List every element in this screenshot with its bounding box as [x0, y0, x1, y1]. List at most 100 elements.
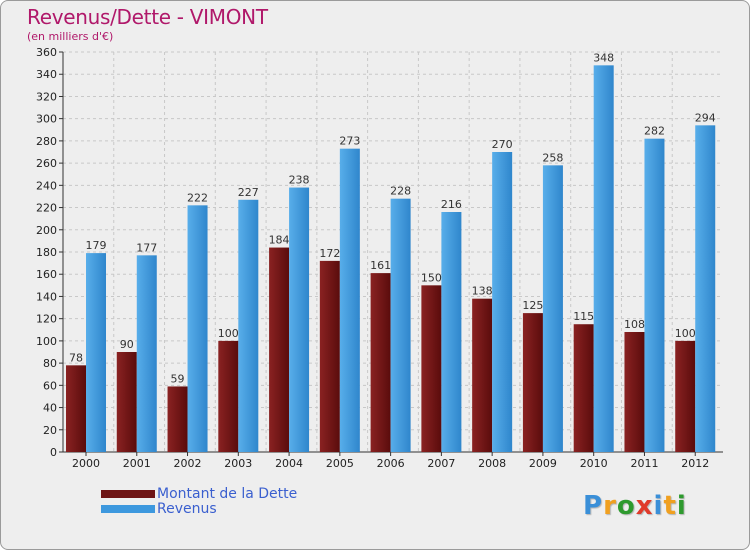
data-label: 172: [319, 247, 340, 260]
data-label: 216: [441, 198, 462, 211]
data-label: 177: [136, 241, 157, 254]
x-tick-label: 2012: [681, 457, 709, 470]
revenus-bar: [136, 255, 157, 452]
y-tick-label: 60: [43, 379, 57, 392]
data-label: 282: [644, 125, 665, 138]
chart-title: Revenus/Dette - VIMONT: [27, 5, 268, 29]
data-label: 161: [370, 259, 391, 272]
data-label: 125: [522, 299, 543, 312]
legend-label-revenus: Revenus: [157, 501, 217, 517]
data-label: 100: [675, 327, 696, 340]
revenus-bar: [644, 138, 665, 452]
chart-subtitle: (en milliers d'€): [27, 30, 114, 43]
x-tick-label: 2006: [377, 457, 405, 470]
dette-bar: [319, 260, 340, 452]
revenus-bar: [593, 65, 614, 452]
data-label: 348: [593, 51, 614, 64]
y-tick-label: 300: [36, 113, 57, 126]
x-tick-label: 2008: [478, 457, 506, 470]
revenus-bar: [390, 198, 411, 452]
dette-bar: [573, 324, 594, 452]
dette-bar: [370, 273, 391, 452]
logo-letter: i: [676, 491, 687, 521]
dette-bar: [522, 313, 543, 452]
y-tick-label: 0: [50, 446, 57, 459]
y-tick-label: 120: [36, 313, 57, 326]
revenus-bar: [695, 125, 716, 452]
logo-letter: x: [635, 491, 654, 521]
data-label: 258: [542, 151, 563, 164]
revenus-bar: [339, 148, 360, 452]
dette-bar: [218, 340, 239, 452]
y-tick-label: 320: [36, 90, 57, 103]
x-tick-label: 2011: [630, 457, 658, 470]
data-label: 184: [269, 234, 290, 247]
y-tick-label: 180: [36, 246, 57, 259]
y-tick-label: 140: [36, 290, 57, 303]
data-label: 270: [492, 138, 513, 151]
revenus-bar: [86, 253, 106, 452]
revenus-bar: [187, 205, 208, 452]
logo-letter: r: [603, 491, 617, 521]
data-label: 222: [187, 191, 208, 204]
x-tick-label: 2005: [326, 457, 354, 470]
revenus-bar: [441, 212, 462, 452]
x-tick-label: 2010: [580, 457, 608, 470]
dette-bar: [116, 352, 137, 452]
y-tick-label: 80: [43, 357, 57, 370]
data-label: 108: [624, 318, 645, 331]
data-label: 100: [218, 327, 239, 340]
logo-letter: P: [583, 491, 604, 521]
y-tick-label: 100: [36, 335, 57, 348]
logo-letter: i: [653, 491, 664, 521]
y-tick-label: 220: [36, 202, 57, 215]
data-label: 179: [86, 239, 107, 252]
revenus-bar: [542, 165, 563, 453]
dette-bar: [624, 332, 645, 452]
data-label: 227: [238, 186, 259, 199]
y-tick-label: 260: [36, 157, 57, 170]
x-tick-label: 2003: [224, 457, 252, 470]
data-label: 273: [339, 135, 360, 148]
legend-label-dette: Montant de la Dette: [157, 486, 298, 502]
labels: 0 20 40 60 80 100 120 140 160 180 200 220 240 260 280 3…: [36, 46, 716, 470]
logo-letter: t: [663, 491, 677, 521]
logo-letter: o: [616, 491, 636, 521]
dette-bar: [66, 365, 86, 452]
dette-bar: [675, 340, 696, 452]
revenus-bar: [289, 187, 310, 453]
y-tick-label: 240: [36, 179, 57, 192]
x-tick-label: 2009: [529, 457, 557, 470]
x-tick-label: 2002: [174, 457, 202, 470]
revenus-bar: [238, 199, 259, 452]
dette-bar: [472, 298, 493, 452]
legend-swatch-dette: [101, 490, 155, 498]
y-tick-label: 200: [36, 224, 57, 237]
y-tick-label: 340: [36, 68, 57, 81]
y-tick-label: 360: [36, 46, 57, 59]
legend-swatch-revenus: [101, 505, 155, 513]
y-tick-label: 40: [43, 402, 57, 415]
y-tick-label: 280: [36, 135, 57, 148]
data-label: 78: [69, 351, 83, 364]
x-tick-label: 2004: [275, 457, 303, 470]
data-label: 228: [390, 185, 411, 198]
data-label: 238: [289, 174, 310, 187]
y-tick-label: 160: [36, 268, 57, 281]
dette-bar: [421, 285, 442, 452]
x-tick-label: 2000: [72, 457, 100, 470]
data-label: 150: [421, 271, 442, 284]
dette-bar: [269, 247, 290, 452]
data-label: 294: [695, 111, 716, 124]
x-tick-label: 2007: [427, 457, 455, 470]
revenus-bar: [492, 152, 513, 452]
dette-bar: [167, 386, 188, 452]
x-tick-label: 2001: [123, 457, 151, 470]
data-label: 90: [120, 338, 134, 351]
proxiti-logo: Proxiti: [583, 491, 687, 521]
data-label: 59: [171, 372, 185, 385]
y-tick-label: 20: [43, 424, 57, 437]
bars: [66, 65, 716, 453]
